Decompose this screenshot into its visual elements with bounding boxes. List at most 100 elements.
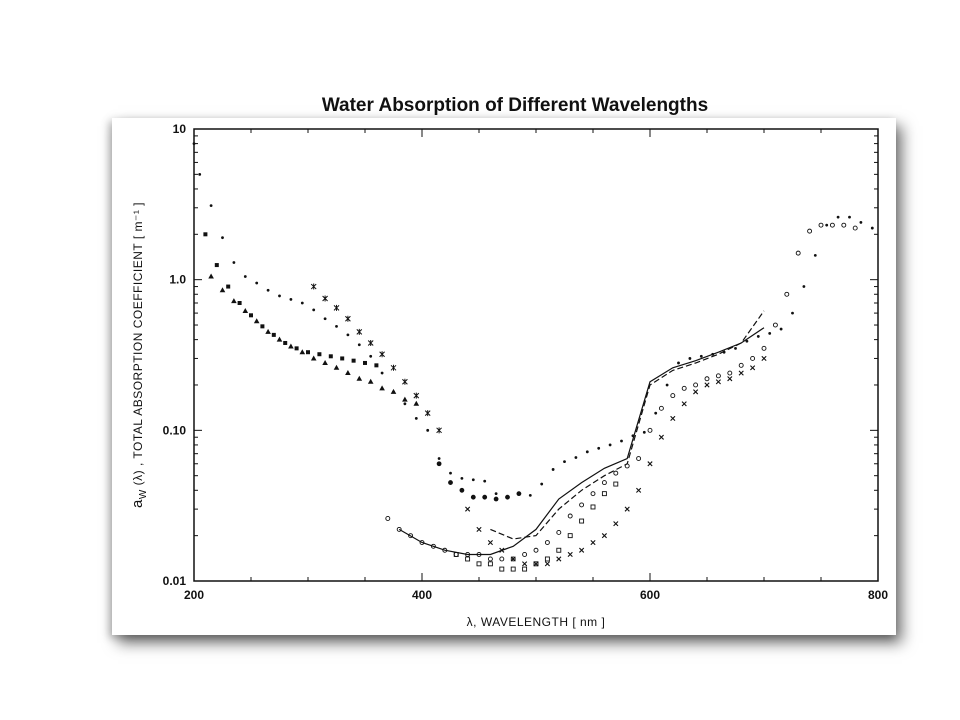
- series-0-point: [312, 308, 316, 312]
- series-2-point: [260, 324, 265, 329]
- series-1-point: [288, 343, 294, 349]
- series-1-point: [413, 400, 420, 406]
- series-4-point: [436, 461, 442, 467]
- series-0-point: [551, 468, 555, 471]
- series-5-point: [750, 355, 756, 361]
- series-7-point: [658, 434, 664, 440]
- series-0-point: [848, 215, 851, 219]
- series-6-point: [590, 504, 596, 510]
- series-7-point: [750, 365, 756, 371]
- series-3-point: [379, 351, 385, 358]
- series-0-point: [232, 261, 236, 264]
- series-5-point: [658, 405, 664, 411]
- series-6-point: [613, 481, 619, 487]
- series-5-point: [636, 456, 642, 461]
- series-9-curve: [490, 310, 765, 540]
- series-3-point: [356, 328, 363, 335]
- series-3-point: [333, 304, 340, 311]
- series-5-point: [510, 556, 516, 562]
- series-1-point: [310, 355, 317, 361]
- series-5-point: [772, 322, 778, 328]
- series-7-point: [727, 376, 733, 382]
- absorption-chart: 200 400 600 800 0.01 0.10 1.0 10 λ, WAVELENGTH…: [129, 122, 888, 629]
- series-0-point: [449, 471, 452, 475]
- series-6-point: [601, 491, 607, 497]
- series-2-point: [237, 301, 242, 306]
- series-5-point: [533, 547, 539, 553]
- series-7-point: [738, 370, 744, 376]
- series-5-point: [727, 370, 733, 376]
- series-5-point: [522, 552, 528, 557]
- series-0-point: [483, 479, 487, 483]
- series-5-point: [487, 556, 493, 562]
- series-1-point: [367, 378, 374, 384]
- series-5-point: [693, 382, 699, 388]
- series-2-point: [271, 332, 276, 337]
- series-6-point: [510, 566, 516, 572]
- series-0-point: [380, 371, 384, 375]
- series-0-point: [278, 294, 281, 298]
- series-7-point: [624, 506, 630, 512]
- series-1-point: [208, 273, 214, 279]
- series-6-point: [499, 566, 505, 572]
- x-tick-label: 600: [640, 588, 660, 602]
- series-0-point: [734, 346, 737, 350]
- plot-frame: [193, 128, 879, 582]
- series-0-point: [357, 343, 361, 347]
- axes-box: [193, 128, 879, 582]
- series-0-point: [870, 226, 874, 230]
- series-5-point: [453, 552, 459, 557]
- series-1-point: [231, 298, 237, 304]
- series-5-point: [841, 222, 847, 228]
- series-0-point: [346, 333, 350, 337]
- series-5-point: [818, 222, 824, 228]
- series-2-point: [249, 313, 253, 318]
- series-0-point: [620, 439, 623, 443]
- series-5-point: [408, 533, 414, 539]
- x-tick-label: 200: [184, 588, 204, 602]
- series-5-point: [784, 291, 790, 297]
- x-tick-label: 800: [868, 588, 888, 602]
- series-2-point: [306, 350, 310, 355]
- slide-title: Water Absorption of Different Wavelength…: [321, 95, 709, 116]
- series-5-point: [442, 547, 448, 553]
- series-3-point: [402, 378, 408, 385]
- series-1-point: [379, 385, 385, 391]
- series-5-point: [476, 552, 482, 557]
- series-7-point: [476, 526, 482, 532]
- series-2-point: [226, 284, 231, 289]
- series-1-point: [345, 370, 351, 376]
- series-0-point: [494, 492, 498, 496]
- series-0-point: [198, 172, 202, 176]
- series-2-point: [328, 354, 333, 359]
- series-0-point: [722, 350, 726, 354]
- series-2-point: [351, 358, 356, 363]
- series-4-point: [459, 487, 465, 493]
- series-5-point: [624, 463, 630, 469]
- series-4-point: [493, 496, 499, 502]
- series-0-point: [335, 324, 338, 328]
- series-1-point: [356, 375, 363, 381]
- y-tick-label: 0.01: [163, 574, 187, 588]
- series-7-point: [522, 561, 528, 567]
- series-0-point: [585, 450, 589, 454]
- series-2-point: [203, 232, 208, 237]
- series-0-point: [779, 327, 783, 331]
- series-7-point: [647, 461, 653, 467]
- series-4-point: [505, 494, 510, 500]
- y-axis-label-subscript: W: [138, 489, 149, 499]
- series-5-point: [852, 225, 858, 231]
- series-7-point: [465, 506, 471, 512]
- series-7-point: [579, 547, 585, 553]
- series-6-point: [487, 561, 493, 567]
- series-0-point: [756, 335, 760, 338]
- series-7-point: [681, 401, 687, 407]
- series-5-point: [556, 530, 562, 535]
- series-0-point: [597, 446, 601, 450]
- series-5-point: [613, 470, 619, 476]
- series-0-point: [768, 331, 772, 335]
- series-0-point: [437, 457, 441, 460]
- y-axis-label-symbol: a: [129, 499, 146, 508]
- series-1-point: [242, 307, 249, 313]
- series-7-point: [761, 355, 767, 362]
